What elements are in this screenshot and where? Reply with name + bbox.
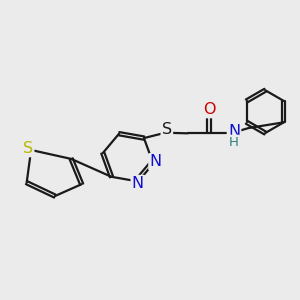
- Text: N: N: [228, 124, 240, 139]
- Text: S: S: [162, 122, 172, 137]
- Text: O: O: [203, 102, 215, 117]
- Text: N: N: [132, 176, 144, 191]
- Text: S: S: [23, 141, 33, 156]
- Text: N: N: [149, 154, 162, 169]
- Text: H: H: [229, 136, 239, 149]
